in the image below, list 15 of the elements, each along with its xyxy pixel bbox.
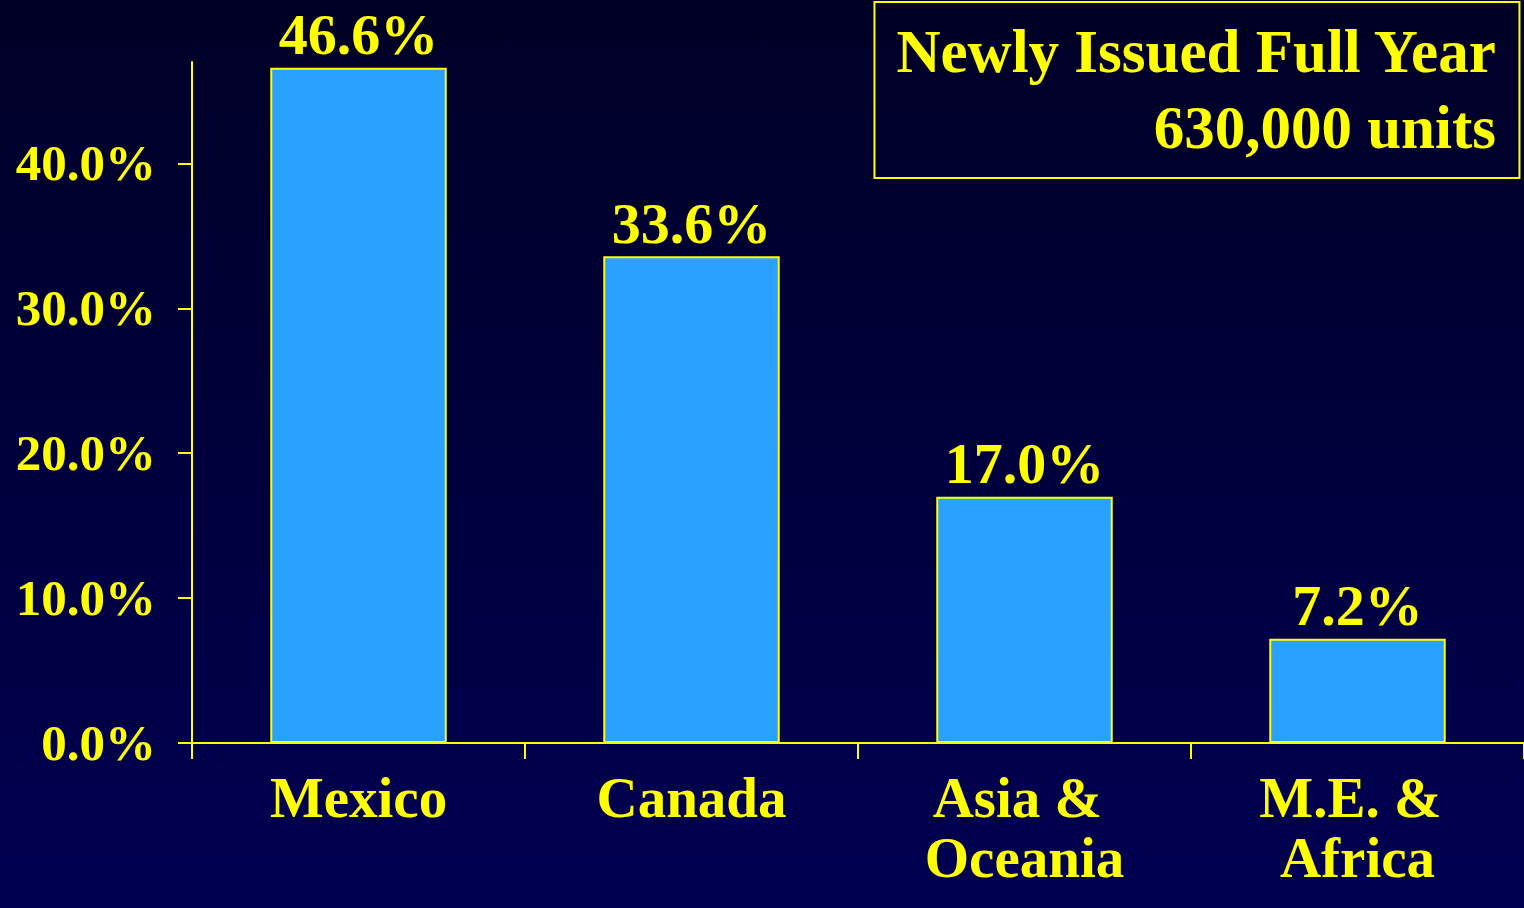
- text: 630,000 units: [1153, 93, 1497, 161]
- x-tick-label: Mexico: [269, 765, 448, 829]
- data-label: 33.6%: [611, 190, 772, 256]
- y-tick-label: 10.0%: [15, 570, 156, 627]
- data-label: 46.6%: [278, 2, 439, 68]
- x-tick-label: Asia & Oceania: [924, 765, 1125, 889]
- chart-title: Newly Issued Full Year: [896, 17, 1496, 85]
- data-label: 7.2%: [1292, 573, 1423, 639]
- y-tick-label: 40.0%: [15, 135, 156, 192]
- x-tick-label: Canada: [596, 765, 787, 829]
- data-label: 17.0%: [944, 431, 1105, 497]
- y-tick-label: 20.0%: [15, 425, 156, 482]
- x-tick-label: M.E. & Africa: [1259, 765, 1456, 889]
- y-tick-label: 0.0%: [41, 715, 156, 771]
- y-tick-label: 30.0%: [15, 280, 156, 337]
